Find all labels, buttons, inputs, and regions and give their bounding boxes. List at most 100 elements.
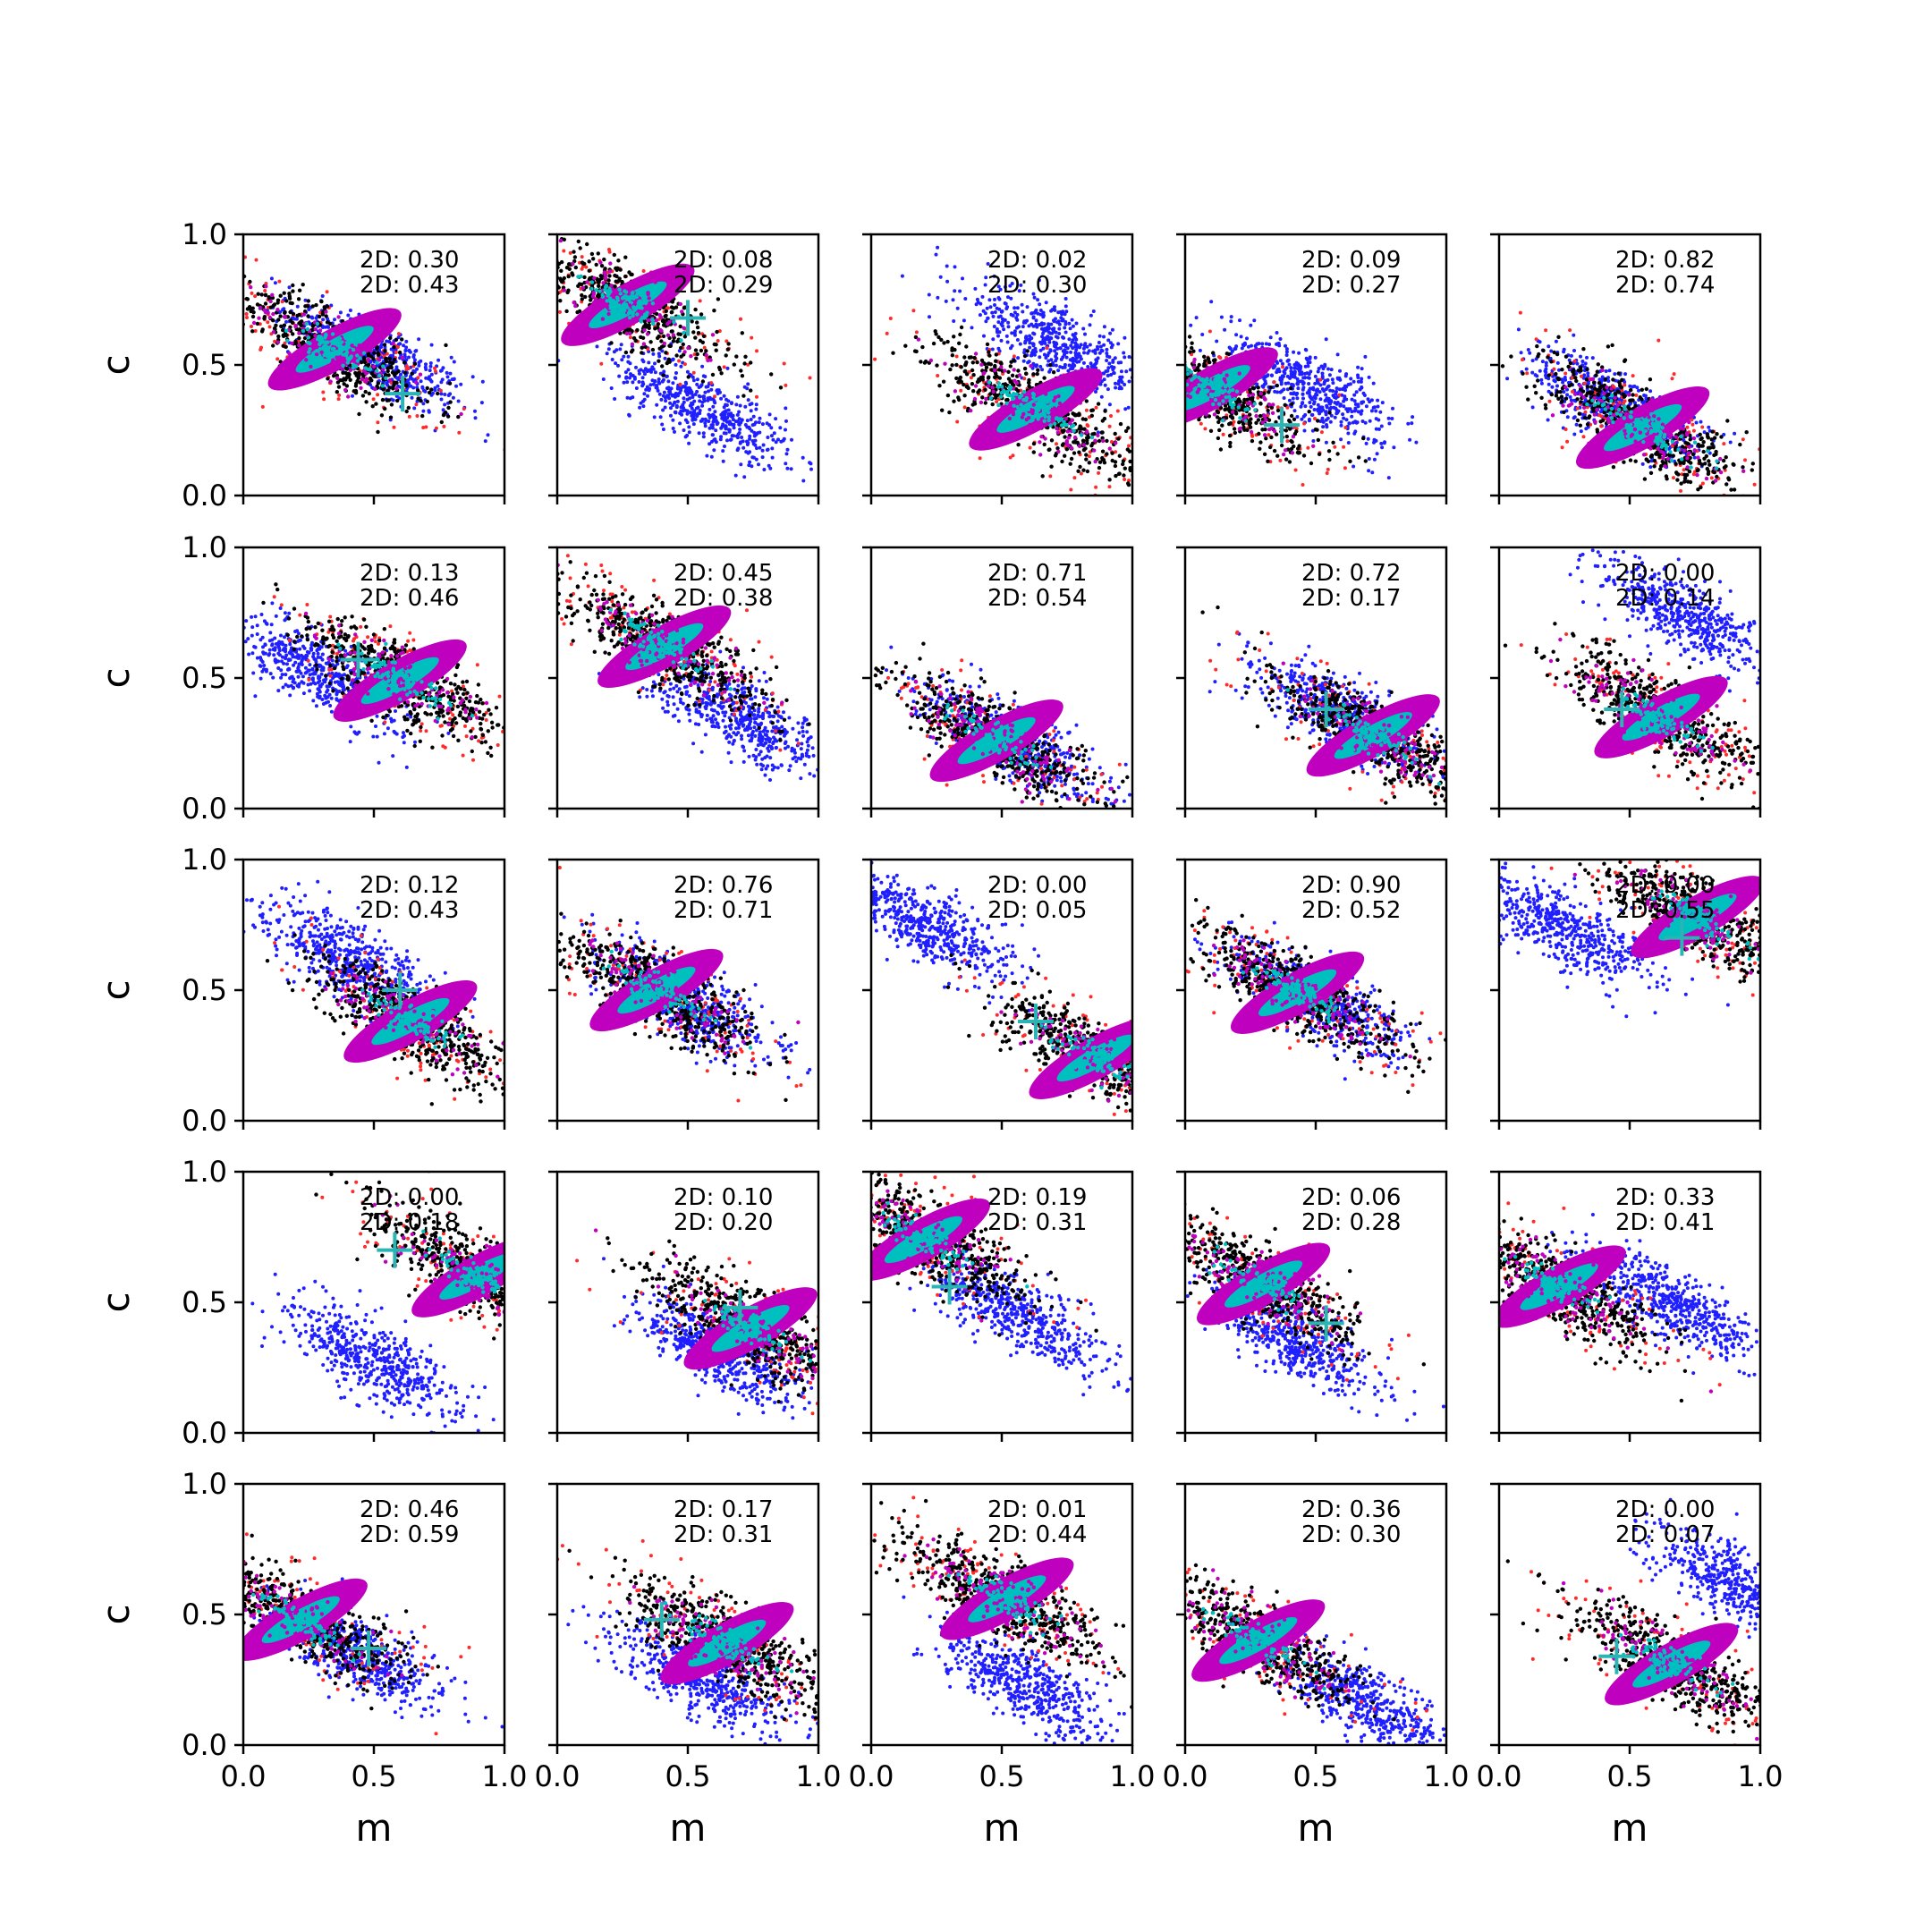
cyan-series <box>284 321 388 388</box>
cyan-series-point <box>1042 419 1046 423</box>
blue-series-point <box>1073 353 1078 358</box>
blue-series-point <box>1008 284 1013 288</box>
blue-series-point <box>629 372 632 377</box>
blue-series-point <box>980 294 985 299</box>
true-value-marker <box>670 300 706 336</box>
black-series-point <box>392 383 396 387</box>
blue-series-point <box>1069 367 1073 371</box>
black-series-point <box>1133 474 1137 478</box>
blue-series-point <box>446 394 451 397</box>
blue-series-point <box>719 435 724 439</box>
blue-series-point <box>1301 401 1305 405</box>
black-series-point <box>1027 380 1031 385</box>
magenta-series-point <box>364 371 369 376</box>
black-series-point <box>209 281 213 284</box>
black-series-point <box>1100 430 1105 435</box>
blue-series-point <box>417 337 421 342</box>
magenta-series-point <box>257 316 261 320</box>
magenta-series-point <box>659 328 664 334</box>
black-series-point <box>364 400 369 404</box>
blue-series-point <box>1324 387 1328 391</box>
blue-series-point <box>1275 368 1280 372</box>
magenta-series-point <box>1028 422 1032 428</box>
black-series-point <box>971 389 976 394</box>
blue-series-point <box>687 425 691 429</box>
blue-series-point <box>674 371 678 375</box>
red-series-point <box>1012 354 1016 359</box>
red-series-point <box>967 369 971 374</box>
blue-series-point <box>673 429 676 434</box>
blue-series-point <box>1275 360 1280 365</box>
black-series-point <box>354 373 359 377</box>
blue-series-point <box>1312 408 1317 411</box>
blue-series-point <box>1095 359 1099 363</box>
cyan-series-point <box>351 365 355 370</box>
blue-series-point <box>1353 429 1358 434</box>
red-series-point <box>862 331 866 335</box>
cyan-series <box>576 274 686 343</box>
blue-series-point <box>1209 300 1214 304</box>
magenta-series-point <box>979 362 984 367</box>
magenta-series-point <box>600 317 606 321</box>
black-series-point <box>1016 388 1021 394</box>
blue-series-point <box>743 404 748 409</box>
blue-series-point <box>1308 394 1312 398</box>
blue-series-point <box>697 386 701 389</box>
blue-series-point <box>945 279 950 284</box>
blue-series-point <box>662 390 666 394</box>
black-series-point <box>1149 441 1153 445</box>
black-series-point <box>936 335 941 340</box>
blue-series-point <box>1081 326 1086 331</box>
red-series-point <box>1232 419 1236 424</box>
black-series-point <box>389 364 394 369</box>
magenta-series-point <box>1100 438 1106 444</box>
blue-series-point <box>1303 347 1308 352</box>
black-series-point <box>1140 360 1144 363</box>
blue-series-point <box>1372 457 1377 462</box>
cyan-series-point <box>1053 421 1057 426</box>
black-series-point <box>388 335 393 341</box>
black-series-point <box>983 387 987 392</box>
cyan-series-point <box>1079 433 1084 437</box>
red-series-point <box>691 370 696 375</box>
black-series-point <box>548 300 552 303</box>
magenta-series-point <box>400 355 404 360</box>
black-series-point <box>769 372 774 377</box>
black-series-point <box>416 388 420 393</box>
blue-series-point <box>648 383 653 387</box>
panel-annotation: 2D: 0.29 <box>674 272 773 299</box>
black-series-point <box>572 255 578 259</box>
blue-series-point <box>735 419 740 423</box>
black-series-point <box>1155 356 1158 360</box>
blue-series-point <box>718 390 722 394</box>
black-series-point <box>223 263 226 267</box>
red-series-point <box>1045 346 1049 350</box>
blue-series-point <box>771 437 775 442</box>
blue-series-point <box>900 274 904 278</box>
blue-series-point <box>1041 313 1046 318</box>
black-series-point <box>1124 341 1128 344</box>
black-series-point <box>226 297 230 301</box>
cyan-series-point <box>344 351 349 355</box>
red-series-point <box>280 300 284 304</box>
red-series-point <box>553 266 556 269</box>
red-series-point <box>1166 380 1170 384</box>
black-series-point <box>671 339 676 343</box>
black-series-point <box>288 318 293 323</box>
black-series-point <box>326 377 330 381</box>
black-series-point <box>1078 464 1082 470</box>
magenta-series-point <box>689 354 693 359</box>
black-series-point <box>599 264 605 268</box>
blue-series-point <box>429 393 434 397</box>
magenta-series-point <box>263 310 268 315</box>
black-series-point <box>1072 451 1077 455</box>
black-series-point <box>215 292 218 295</box>
black-series-point <box>220 283 224 286</box>
blue-series-point <box>1326 416 1330 420</box>
red-series-point <box>724 339 729 343</box>
black-series-point <box>1035 371 1039 377</box>
red-series-point <box>525 422 529 426</box>
black-series-point <box>179 256 182 259</box>
magenta-series-point <box>1072 435 1078 440</box>
black-series-point <box>661 373 665 377</box>
